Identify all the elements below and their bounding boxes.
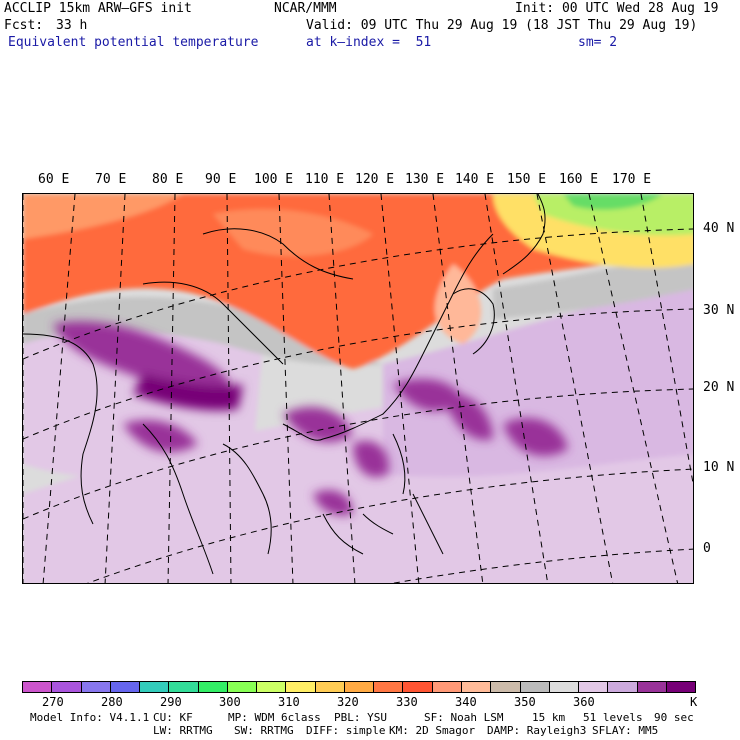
colorbar-swatch <box>579 682 609 692</box>
colorbar-swatch <box>637 682 667 692</box>
colorbar-swatch <box>23 682 53 692</box>
init-time: Init: 00 UTC Wed 28 Aug 19 <box>515 1 719 16</box>
lon-label: 100 E <box>254 172 294 187</box>
footer-item: CU: KF <box>153 711 193 724</box>
fcst-value: 33 h <box>56 18 88 33</box>
footer-item: Model Info: V4.1.1 <box>30 711 150 724</box>
colorbar-swatch <box>140 682 170 692</box>
colorbar-swatch <box>344 682 375 692</box>
colorbar-swatch <box>227 682 258 692</box>
level-index: at k–index = 51 <box>306 35 432 50</box>
lat-label: 30 N <box>703 303 735 318</box>
smoothing: sm= 2 <box>578 35 618 50</box>
footer-item: SW: RRTMG <box>234 724 294 737</box>
colorbar-swatch <box>198 682 228 692</box>
field-shading <box>23 194 693 583</box>
lat-label: 10 N <box>703 460 735 475</box>
footer-item: MP: WDM 6class <box>228 711 321 724</box>
lon-label: 90 E <box>205 172 237 187</box>
colorbar-swatch <box>169 682 199 692</box>
map-panel <box>22 193 694 584</box>
footer-item: SF: Noah LSM <box>424 711 504 724</box>
lon-label: 150 E <box>507 172 547 187</box>
colorbar-swatch <box>666 682 696 692</box>
footer-item: 15 km <box>532 711 566 724</box>
graticule <box>23 194 693 583</box>
colorbar-tick-label: 290 <box>160 695 182 709</box>
lon-label: 70 E <box>95 172 127 187</box>
lon-label: 140 E <box>455 172 495 187</box>
footer-item: KM: 2D Smagor <box>389 724 476 737</box>
colorbar-swatch <box>315 682 345 692</box>
lon-label: 120 E <box>355 172 395 187</box>
fcst-label: Fcst: <box>4 18 44 33</box>
colorbar-tick-label: 320 <box>337 695 359 709</box>
colorbar-unit: K <box>690 695 698 709</box>
colorbar-swatch <box>257 682 287 692</box>
colorbar-swatch <box>549 682 580 692</box>
lat-label: 40 N <box>703 221 735 236</box>
footer-item: DAMP: Rayleigh3 <box>487 724 587 737</box>
colorbar-swatch <box>52 682 82 692</box>
footer-item: 90 sec <box>654 711 694 724</box>
theta-e-map <box>23 194 693 583</box>
colorbar-tick-label: 280 <box>101 695 123 709</box>
purple-maxima <box>53 321 568 516</box>
colorbar-tick-label: 330 <box>396 695 418 709</box>
valid-time: Valid: 09 UTC Thu 29 Aug 19 (18 JST Thu … <box>306 18 698 33</box>
colorbar-swatch <box>286 682 316 692</box>
colorbar-swatch <box>608 682 638 692</box>
footer-item: LW: RRTMG <box>153 724 213 737</box>
model-title: ACCLIP 15km ARW–GFS init <box>4 1 192 16</box>
lat-label: 20 N <box>703 380 735 395</box>
lon-label: 160 E <box>559 172 599 187</box>
colorbar-tick-label: 360 <box>573 695 595 709</box>
colorbar-tick-label: 300 <box>219 695 241 709</box>
colorbar-tick-label: 350 <box>514 695 536 709</box>
center-label: NCAR/MMM <box>274 1 337 16</box>
colorbar-swatch <box>110 682 141 692</box>
lon-label: 60 E <box>38 172 70 187</box>
colorbar-swatch <box>461 682 492 692</box>
lat-label: 0 <box>703 541 711 556</box>
colorbar <box>22 681 696 693</box>
colorbar-swatch <box>520 682 550 692</box>
colorbar-tick-label: 340 <box>455 695 477 709</box>
lon-label: 80 E <box>152 172 184 187</box>
colorbar-swatch <box>81 682 111 692</box>
lon-label: 130 E <box>405 172 445 187</box>
lon-label: 110 E <box>305 172 345 187</box>
footer-item: 51 levels <box>583 711 643 724</box>
colorbar-tick-label: 270 <box>42 695 64 709</box>
footer-item: DIFF: simple <box>306 724 386 737</box>
colorbar-tick-label: 310 <box>278 695 300 709</box>
lon-label: 170 E <box>612 172 652 187</box>
colorbar-swatch <box>403 682 433 692</box>
footer-item: SFLAY: MM5 <box>592 724 659 737</box>
colorbar-swatch <box>374 682 404 692</box>
colorbar-swatch <box>432 682 462 692</box>
colorbar-swatch <box>491 682 521 692</box>
field-name: Equivalent potential temperature <box>8 35 259 50</box>
footer-item: PBL: YSU <box>334 711 387 724</box>
